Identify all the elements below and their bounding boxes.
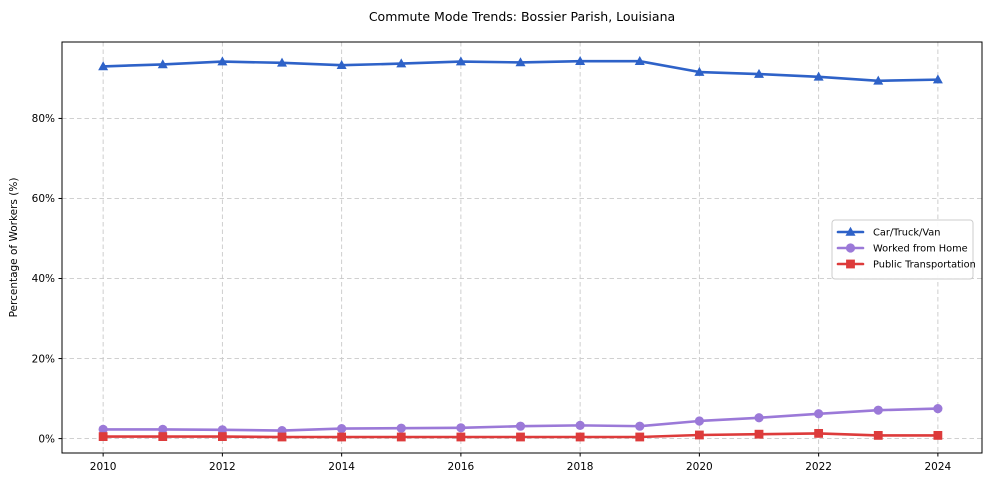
marker-worked-from-home	[515, 421, 526, 431]
marker-worked-from-home	[217, 425, 227, 435]
marker-car-truck-van	[455, 56, 466, 66]
marker-public-transportation	[98, 432, 108, 441]
marker-car-truck-van	[694, 66, 705, 76]
marker-worked-from-home	[337, 423, 347, 434]
marker-public-transportation	[933, 430, 943, 440]
marker-car-truck-van	[336, 60, 347, 70]
x-tick-label: 2016	[448, 461, 475, 473]
axis-spines	[61, 41, 983, 454]
marker-car-truck-van	[217, 56, 228, 66]
marker-car-truck-van	[754, 68, 765, 78]
marker-public-transportation	[158, 432, 168, 441]
legend-box	[831, 219, 974, 280]
marker-worked-from-home	[873, 405, 883, 415]
legend-marker-public-transportation	[846, 259, 855, 269]
marker-public-transportation	[814, 428, 824, 438]
marker-car-truck-van	[932, 74, 943, 84]
x-tick-label: 2020	[686, 461, 713, 473]
marker-car-truck-van	[634, 56, 645, 66]
marker-worked-from-home	[754, 413, 764, 423]
marker-worked-from-home	[396, 423, 406, 433]
marker-car-truck-van	[98, 61, 109, 71]
marker-car-truck-van	[813, 71, 824, 81]
y-tick-label: 60%	[32, 193, 55, 205]
marker-worked-from-home	[575, 420, 585, 430]
marker-public-transportation	[754, 429, 764, 439]
marker-worked-from-home	[158, 424, 168, 434]
legend-label-car-truck-van: Car/Truck/Van	[873, 227, 940, 238]
marker-car-truck-van	[575, 56, 586, 66]
marker-worked-from-home	[98, 424, 108, 434]
plot-background	[62, 42, 982, 453]
marker-public-transportation	[516, 432, 525, 442]
plot-area: 0% 20% 40% 60% 80% 2010 2012 2014 2016 2018 2020 20…	[32, 41, 983, 473]
marker-public-transportation	[575, 432, 585, 442]
marker-car-truck-van	[515, 57, 526, 67]
marker-car-truck-van	[157, 59, 168, 69]
marker-worked-from-home	[814, 409, 824, 419]
marker-worked-from-home	[694, 416, 704, 426]
marker-car-truck-van	[277, 57, 288, 67]
y-tick-label: 20%	[32, 353, 55, 365]
legend-label-public-transportation: Public Transportation	[873, 259, 976, 270]
legend-label-worked-from-home: Worked from Home	[873, 243, 968, 254]
y-tick-label: 40%	[32, 273, 55, 285]
x-tick-label: 2024	[925, 461, 952, 473]
marker-worked-from-home	[635, 421, 645, 431]
x-tick-label: 2022	[805, 461, 832, 473]
marker-car-truck-van	[873, 75, 884, 85]
marker-public-transportation	[337, 432, 347, 442]
marker-public-transportation	[396, 432, 406, 442]
marker-public-transportation	[217, 432, 227, 441]
y-tick-label: 80%	[32, 113, 55, 125]
x-tick-label: 2018	[567, 461, 594, 473]
x-tick-label: 2014	[328, 461, 355, 473]
marker-public-transportation	[694, 430, 704, 440]
legend-marker-worked-from-home	[845, 243, 856, 253]
y-axis-label: Percentage of Workers (%)	[8, 178, 20, 318]
marker-public-transportation	[873, 430, 883, 440]
chart-title: Commute Mode Trends: Bossier Parish, Lou…	[369, 9, 675, 24]
legend-marker-car-truck-van	[845, 226, 856, 236]
legend: Car/Truck/Van Worked from Home Public Tran…	[831, 219, 976, 280]
y-tick-label: 0%	[38, 433, 55, 445]
marker-worked-from-home	[456, 423, 466, 433]
x-tick-label: 2010	[90, 461, 117, 473]
marker-public-transportation	[277, 432, 287, 442]
x-tick-label: 2012	[209, 461, 236, 473]
marker-worked-from-home	[933, 403, 943, 414]
marker-car-truck-van	[396, 58, 407, 68]
marker-public-transportation	[635, 432, 645, 442]
marker-public-transportation	[456, 432, 466, 442]
